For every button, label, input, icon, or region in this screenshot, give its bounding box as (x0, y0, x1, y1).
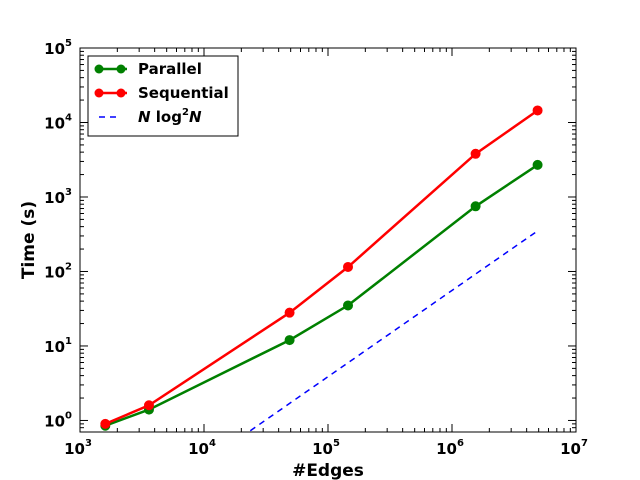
y-tick-exp: 5 (65, 38, 72, 49)
y-tick-base: 10 (44, 263, 65, 281)
series-point-1 (143, 400, 154, 411)
y-tick-exp: 2 (65, 261, 72, 272)
y-tick-label: 103 (44, 187, 72, 207)
y-tick-exp: 4 (65, 112, 72, 123)
series-point-1 (343, 261, 354, 272)
y-tick-base: 10 (44, 412, 65, 430)
y-tick-exp: 3 (65, 187, 72, 198)
x-tick-base: 10 (64, 440, 85, 458)
x-tick-label: 107 (560, 438, 588, 458)
legend-marker-0 (94, 64, 104, 74)
series-line-1 (104, 109, 539, 426)
legend-marker-0 (116, 64, 126, 74)
y-tick-label: 100 (44, 410, 72, 430)
series-point-0 (284, 335, 295, 346)
series-point-1 (532, 105, 543, 116)
x-tick-base: 10 (188, 440, 209, 458)
x-tick-exp: 3 (85, 438, 92, 449)
y-tick-label: 104 (44, 112, 72, 132)
series-point-1 (284, 307, 295, 318)
series-line-2 (247, 230, 539, 432)
series-line-0 (104, 163, 539, 427)
legend-label-1: Sequential (138, 84, 229, 102)
x-tick-label: 106 (436, 438, 464, 458)
x-tick-base: 10 (436, 440, 457, 458)
x-tick-exp: 6 (457, 438, 464, 449)
x-tick-exp: 7 (581, 438, 588, 449)
y-tick-label: 101 (44, 336, 72, 356)
series-point-0 (470, 201, 481, 212)
x-tick-exp: 4 (209, 438, 216, 449)
y-tick-exp: 0 (65, 410, 72, 421)
y-tick-base: 10 (44, 189, 65, 207)
legend-label-2: N log2N (138, 107, 202, 126)
series-point-1 (100, 418, 111, 429)
legend-entries: Parallel Sequential N log2N (94, 60, 229, 126)
x-tick-label: 104 (188, 438, 216, 458)
x-tick-exp: 5 (333, 438, 340, 449)
y-tick-label: 105 (44, 38, 72, 58)
series-point-0 (532, 159, 543, 170)
series-layer (100, 105, 543, 432)
series-point-1 (470, 148, 481, 159)
y-tick-exp: 1 (65, 336, 72, 347)
x-axis-label: #Edges (292, 461, 364, 480)
legend-marker-1 (116, 88, 126, 98)
y-tick-base: 10 (44, 338, 65, 356)
y-axis-label: Time (s) (19, 201, 39, 279)
series-point-0 (343, 300, 354, 311)
legend: Parallel Sequential N log2N (87, 55, 239, 137)
legend-marker-1 (94, 88, 104, 98)
legend-label-0: Parallel (138, 60, 202, 78)
series-clip-group (100, 105, 543, 432)
y-tick-label: 102 (44, 261, 72, 281)
y-tick-base: 10 (44, 114, 65, 132)
x-tick-label: 105 (312, 438, 340, 458)
x-tick-label: 103 (64, 438, 92, 458)
x-tick-base: 10 (560, 440, 581, 458)
y-tick-base: 10 (44, 40, 65, 58)
x-tick-base: 10 (312, 440, 333, 458)
